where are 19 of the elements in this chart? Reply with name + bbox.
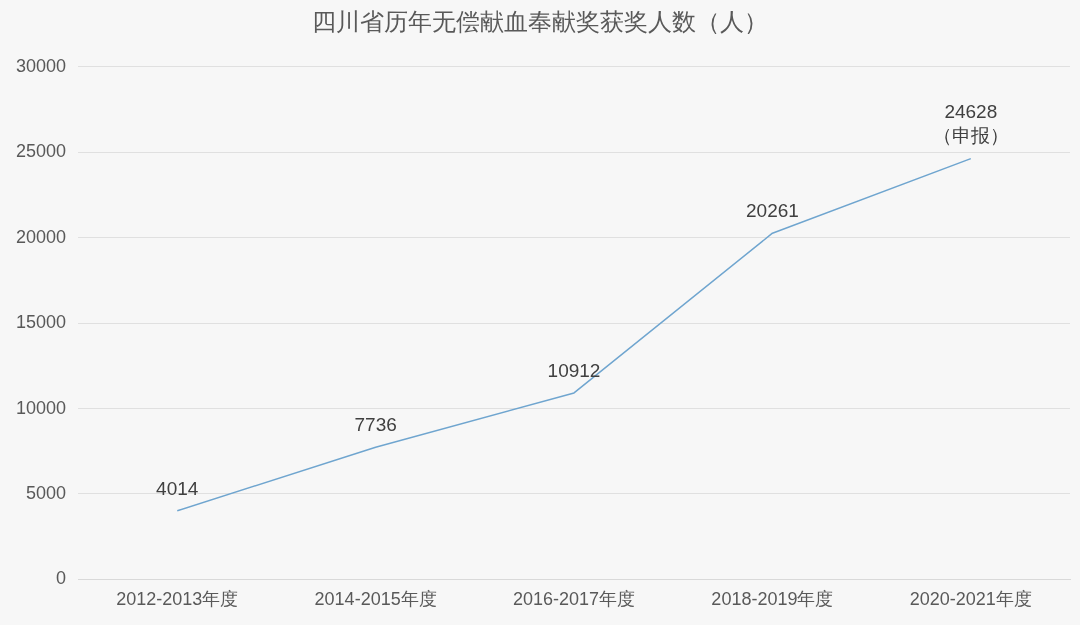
x-tick-label: 2014-2015年度	[314, 589, 437, 610]
annotation: （申报）	[932, 125, 1009, 147]
data-label: 10912	[547, 359, 601, 381]
y-tick-label: 30000	[15, 55, 67, 76]
data-label: 4014	[156, 477, 199, 499]
x-tick-label: 2018-2019年度	[711, 589, 834, 610]
y-tick-label: 15000	[15, 312, 67, 333]
x-tick-label: 2012-2013年度	[116, 589, 239, 610]
data-label: 7736	[354, 413, 397, 435]
y-tick-label: 5000	[26, 482, 67, 503]
x-tick-label: 2016-2017年度	[512, 589, 636, 610]
y-tick-label: 20000	[15, 226, 67, 247]
data-label: 24628	[944, 101, 998, 123]
y-tick-label: 25000	[15, 141, 67, 162]
y-tick-label: 0	[56, 568, 67, 589]
chart-title: 四川省历年无偿献血奉献奖获奖人数（人）	[311, 7, 769, 37]
data-label: 20261	[745, 199, 799, 221]
y-tick-label: 10000	[15, 397, 67, 418]
x-tick-label: 2020-2021年度	[909, 589, 1032, 610]
